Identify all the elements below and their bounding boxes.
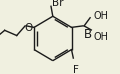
- Text: OH: OH: [93, 11, 108, 21]
- Text: B: B: [84, 28, 92, 41]
- Text: O: O: [24, 23, 32, 33]
- Text: Br: Br: [52, 0, 64, 8]
- Text: F: F: [73, 65, 79, 74]
- Text: OH: OH: [93, 32, 108, 42]
